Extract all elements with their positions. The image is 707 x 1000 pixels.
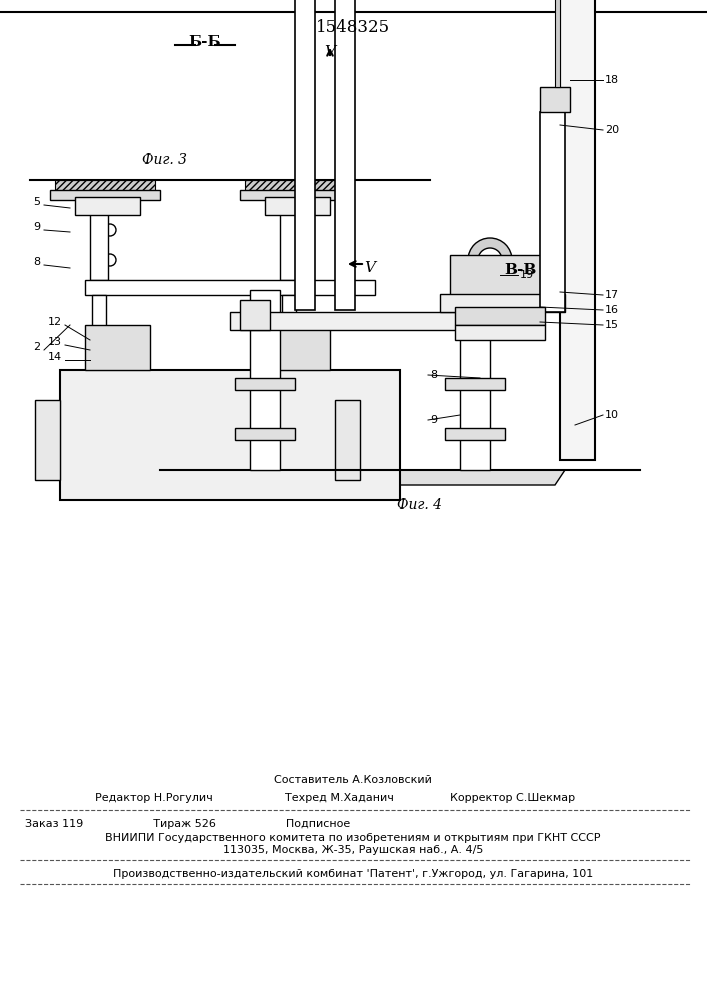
Bar bbox=[335, 400, 360, 480]
Text: 12: 12 bbox=[48, 317, 62, 327]
Bar bbox=[440, 294, 565, 312]
Text: 16: 16 bbox=[605, 305, 619, 315]
Polygon shape bbox=[385, 470, 565, 485]
Bar bbox=[295, 415, 325, 475]
Text: Фиг. 4: Фиг. 4 bbox=[397, 498, 443, 512]
Bar bbox=[455, 325, 545, 340]
Text: 8: 8 bbox=[430, 370, 437, 380]
Bar bbox=[245, 180, 345, 192]
Bar bbox=[230, 312, 525, 330]
Polygon shape bbox=[185, 470, 355, 485]
Bar bbox=[95, 415, 125, 475]
Bar bbox=[265, 197, 330, 215]
Text: Составитель А.Козловский: Составитель А.Козловский bbox=[274, 775, 432, 785]
Text: 10: 10 bbox=[605, 410, 619, 420]
Bar bbox=[540, 87, 570, 112]
Text: 1548325: 1548325 bbox=[316, 19, 390, 36]
Bar bbox=[455, 307, 545, 325]
Circle shape bbox=[468, 238, 512, 282]
Text: ВНИИПИ Государственного комитета по изобретениям и открытиям при ГКНТ СССР: ВНИИПИ Государственного комитета по изоб… bbox=[105, 833, 601, 843]
Bar bbox=[90, 200, 108, 280]
Text: Заказ 119                    Тираж 526                    Подписное: Заказ 119 Тираж 526 Подписное bbox=[25, 819, 350, 829]
Text: Техред М.Хаданич: Техред М.Хаданич bbox=[285, 793, 394, 803]
Circle shape bbox=[478, 248, 502, 272]
Bar bbox=[335, 0, 355, 310]
Bar bbox=[555, 0, 560, 87]
Bar bbox=[85, 325, 150, 370]
Bar bbox=[50, 190, 160, 200]
Text: Б-Б: Б-Б bbox=[189, 35, 221, 49]
Bar bbox=[250, 290, 280, 470]
Text: V: V bbox=[365, 261, 375, 275]
Bar bbox=[85, 280, 375, 295]
Bar bbox=[235, 428, 295, 440]
Text: В-В: В-В bbox=[504, 263, 536, 277]
Bar bbox=[55, 180, 155, 192]
Bar bbox=[480, 300, 510, 330]
Text: 5: 5 bbox=[33, 197, 40, 207]
Bar bbox=[445, 378, 505, 390]
Text: Фиг. 3: Фиг. 3 bbox=[143, 153, 187, 167]
Bar bbox=[560, 0, 595, 460]
Text: 15: 15 bbox=[605, 320, 619, 330]
Bar bbox=[450, 255, 560, 305]
Circle shape bbox=[104, 224, 116, 236]
Bar bbox=[195, 470, 355, 482]
Bar bbox=[60, 370, 400, 500]
Bar bbox=[240, 190, 350, 200]
Circle shape bbox=[294, 254, 306, 266]
Text: 8: 8 bbox=[33, 257, 40, 267]
Bar bbox=[282, 295, 296, 370]
Bar bbox=[280, 200, 298, 280]
Bar bbox=[265, 325, 330, 370]
Bar bbox=[240, 300, 270, 330]
Bar bbox=[295, 0, 315, 310]
Text: Корректор С.Шекмар: Корректор С.Шекмар bbox=[450, 793, 575, 803]
Bar bbox=[390, 470, 550, 482]
Text: 13: 13 bbox=[48, 337, 62, 347]
Circle shape bbox=[104, 254, 116, 266]
Bar bbox=[235, 378, 295, 390]
Text: 14: 14 bbox=[48, 352, 62, 362]
Bar bbox=[540, 112, 565, 312]
Bar bbox=[92, 295, 106, 370]
Circle shape bbox=[294, 224, 306, 236]
Text: 9: 9 bbox=[430, 415, 437, 425]
Bar bbox=[445, 428, 505, 440]
Text: 2: 2 bbox=[33, 342, 40, 352]
Text: 9: 9 bbox=[33, 222, 40, 232]
Text: 17: 17 bbox=[605, 290, 619, 300]
Bar bbox=[75, 197, 140, 215]
Text: V: V bbox=[325, 45, 336, 59]
Bar bbox=[35, 400, 60, 480]
Text: Редактор Н.Рогулич: Редактор Н.Рогулич bbox=[95, 793, 213, 803]
Text: 20: 20 bbox=[605, 125, 619, 135]
Text: 19: 19 bbox=[520, 270, 534, 280]
Text: Производственно-издательский комбинат 'Патент', г.Ужгород, ул. Гагарина, 101: Производственно-издательский комбинат 'П… bbox=[113, 869, 593, 879]
Bar bbox=[460, 285, 490, 470]
Text: 18: 18 bbox=[605, 75, 619, 85]
Text: 113035, Москва, Ж-35, Раушская наб., А. 4/5: 113035, Москва, Ж-35, Раушская наб., А. … bbox=[223, 845, 483, 855]
